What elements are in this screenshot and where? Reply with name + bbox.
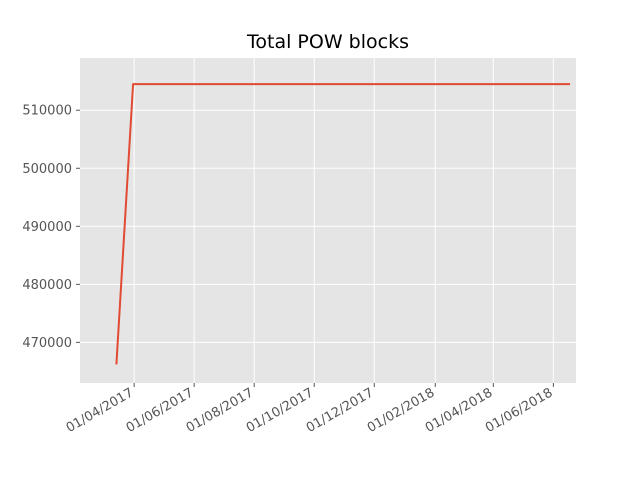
y-tick-label: 510000 bbox=[22, 104, 72, 119]
x-axis-ticks: 01/04/201701/06/201701/08/201701/10/2017… bbox=[64, 383, 555, 436]
x-tick-label: 01/10/2017 bbox=[244, 385, 316, 435]
plot-background bbox=[80, 58, 576, 383]
y-tick-label: 480000 bbox=[22, 278, 72, 293]
x-tick-label: 01/04/2017 bbox=[64, 385, 136, 435]
y-tick-label: 490000 bbox=[22, 220, 72, 235]
y-axis-ticks: 470000 480000 490000 500000 510000 bbox=[22, 104, 80, 351]
y-tick-label: 470000 bbox=[22, 336, 72, 351]
series-line bbox=[115, 83, 571, 365]
grid-lines bbox=[80, 58, 576, 383]
y-tick-label: 500000 bbox=[22, 162, 72, 177]
x-tick-label: 01/06/2017 bbox=[124, 385, 196, 435]
chart-title: Total POW blocks bbox=[246, 31, 409, 53]
series-layer bbox=[115, 83, 571, 365]
x-tick-label: 01/06/2018 bbox=[483, 385, 555, 435]
x-tick-label: 01/12/2017 bbox=[304, 385, 376, 435]
x-tick-label: 01/08/2017 bbox=[184, 385, 256, 435]
